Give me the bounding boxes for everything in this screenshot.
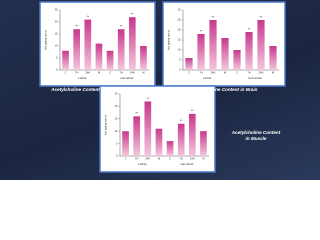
x-tick-label: 7H bbox=[199, 71, 202, 75]
x-tick-label: 24H bbox=[211, 71, 216, 75]
bar bbox=[106, 50, 114, 70]
bar bbox=[177, 123, 185, 156]
x-tick-label: 24H bbox=[259, 71, 264, 75]
significance-marker: ** bbox=[260, 15, 263, 19]
x-tick-label: M bbox=[158, 157, 160, 161]
bar bbox=[73, 29, 81, 70]
x-group-label: Sub-lethal bbox=[248, 76, 262, 80]
bar bbox=[245, 32, 253, 70]
y-tick-label: 5 bbox=[116, 141, 118, 145]
bar bbox=[144, 101, 152, 156]
charts: 0 5 10 15 20 25 Ach µg/mg wet wt C 7H ** 24H ** M C 7H… bbox=[39, 1, 286, 173]
x-tick-label: 7H bbox=[75, 71, 78, 75]
y-tick-label: 0 bbox=[179, 68, 181, 72]
x-tick-label: 7H bbox=[180, 157, 183, 161]
x-tick-label: M bbox=[224, 71, 226, 75]
significance-marker: ** bbox=[200, 29, 203, 33]
bar bbox=[188, 113, 196, 156]
y-axis-label: Ach µg/mg wet wt bbox=[44, 29, 48, 50]
x-group-label: Lethal bbox=[138, 162, 147, 166]
y-tick-label: 10 bbox=[115, 129, 118, 133]
y-tick-label: 0 bbox=[116, 154, 118, 158]
x-tick-label: C bbox=[236, 71, 238, 75]
bar bbox=[233, 50, 241, 70]
y-axis-label: Ach µg/mg wet wt bbox=[167, 29, 171, 50]
significance-marker: ** bbox=[146, 97, 149, 101]
x-tick-label: C bbox=[188, 71, 190, 75]
bar bbox=[133, 116, 141, 156]
significance-marker: ** bbox=[131, 13, 134, 17]
y-tick-label: 15 bbox=[178, 38, 181, 42]
chart-caption: Acetylcholine Content in Muscle bbox=[231, 130, 281, 141]
chart-caption: Acetylcholine Content in Brain bbox=[190, 87, 258, 92]
bar bbox=[95, 43, 103, 70]
y-tick-label: 15 bbox=[55, 32, 58, 36]
x-tick-label: 7H bbox=[247, 71, 250, 75]
y-tick-label: 20 bbox=[115, 104, 118, 108]
bar bbox=[209, 20, 217, 70]
bar bbox=[84, 19, 92, 71]
y-tick-label: 25 bbox=[178, 18, 181, 22]
bar bbox=[166, 141, 174, 156]
y-tick-label: 15 bbox=[115, 116, 118, 120]
x-tick-label: C bbox=[169, 157, 171, 161]
bar bbox=[62, 50, 69, 70]
significance-marker: ** bbox=[86, 15, 89, 19]
significance-marker: ** bbox=[135, 112, 138, 116]
x-tick-label: M bbox=[272, 71, 274, 75]
y-tick-label: 5 bbox=[179, 58, 181, 62]
bar bbox=[117, 29, 125, 70]
bar bbox=[155, 128, 163, 156]
bar bbox=[257, 20, 265, 70]
significance-marker: ** bbox=[120, 25, 123, 29]
x-tick-label: C bbox=[109, 71, 111, 75]
x-tick-label: 24H bbox=[145, 157, 150, 161]
x-tick-label: 24H bbox=[85, 71, 90, 75]
y-tick-label: 0 bbox=[56, 68, 58, 72]
x-group-label: Lethal bbox=[78, 76, 87, 80]
y-tick-label: 10 bbox=[55, 44, 58, 48]
x-tick-label: M bbox=[202, 157, 204, 161]
significance-marker: ** bbox=[248, 27, 251, 31]
x-tick-label: C bbox=[65, 71, 67, 75]
x-tick-label: M bbox=[142, 71, 144, 75]
y-tick-label: 25 bbox=[115, 92, 118, 96]
x-group-label: Lethal bbox=[203, 76, 212, 80]
significance-marker: ** bbox=[191, 109, 194, 113]
x-tick-label: 7H bbox=[120, 71, 123, 75]
y-tick-label: 25 bbox=[55, 8, 58, 12]
slide: 0 5 10 15 20 25 Ach µg/mg wet wt C 7H ** 24H ** M C 7H… bbox=[0, 0, 320, 180]
x-group-label: sub-lethal bbox=[120, 76, 133, 80]
bar bbox=[269, 46, 277, 70]
bar bbox=[128, 17, 136, 70]
chart-caption: Acetylcholine Content in Thoracic Gangli… bbox=[51, 87, 144, 92]
y-tick-label: 10 bbox=[178, 48, 181, 52]
significance-marker: ** bbox=[212, 15, 215, 19]
bar bbox=[221, 38, 229, 70]
x-tick-label: C bbox=[125, 157, 127, 161]
bar bbox=[140, 46, 147, 70]
y-tick-label: 20 bbox=[178, 28, 181, 32]
significance-marker: ** bbox=[180, 119, 183, 123]
y-tick-label: 30 bbox=[178, 8, 181, 12]
bar bbox=[200, 131, 207, 156]
bar bbox=[197, 34, 205, 70]
y-axis-label: Ach µg/mg wet wt bbox=[104, 114, 108, 135]
x-tick-label: 24H bbox=[130, 71, 135, 75]
x-tick-label: 7H bbox=[135, 157, 138, 161]
y-tick-label: 20 bbox=[55, 20, 58, 24]
bar bbox=[185, 58, 193, 70]
x-tick-label: 24H bbox=[190, 157, 195, 161]
bar bbox=[122, 131, 129, 156]
significance-marker: ** bbox=[75, 25, 78, 29]
x-group-label: sub-lethal bbox=[180, 162, 193, 166]
x-tick-label: M bbox=[98, 71, 100, 75]
y-tick-label: 5 bbox=[56, 56, 58, 60]
